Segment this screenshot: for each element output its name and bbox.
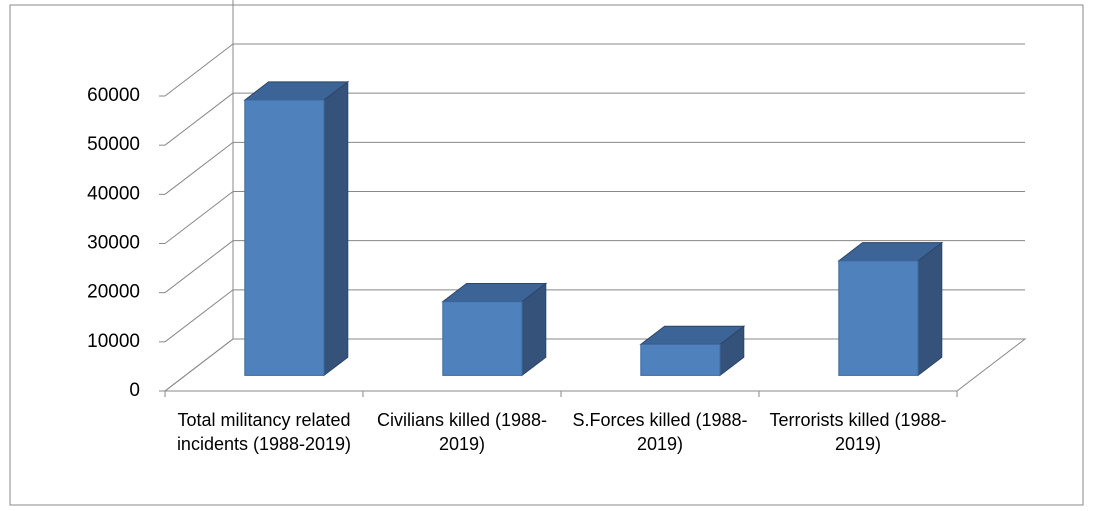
y-tick-label: 30000 [87,233,140,254]
y-tick-label: 60000 [87,85,140,106]
grid-line [164,141,1025,195]
grid-line [164,338,1025,392]
grid-line [164,289,1025,343]
y-tick-label: 40000 [87,183,140,204]
x-tick-label: S.Forces killed (1988-2019) [572,410,748,454]
y-tick-label: 50000 [87,134,140,155]
y-tick-label: 0 [129,380,140,401]
grid-line [164,240,1025,294]
y-tick-label: 20000 [87,282,140,303]
bar [838,260,919,376]
y-tick-label: 10000 [87,331,140,352]
grid-line [164,191,1025,244]
grid-line [164,43,1025,97]
grid-line [164,92,1025,146]
x-tick-label: Total militancy related incidents (1988-… [176,410,352,454]
bar-side [917,241,943,377]
x-tick-label: Terrorists killed (1988-2019) [769,410,947,454]
bar [442,301,523,376]
bar [640,343,721,376]
bar [244,99,325,376]
bar-side [323,80,349,377]
x-tick-label: Civilians killed (1988-2019) [376,410,548,454]
